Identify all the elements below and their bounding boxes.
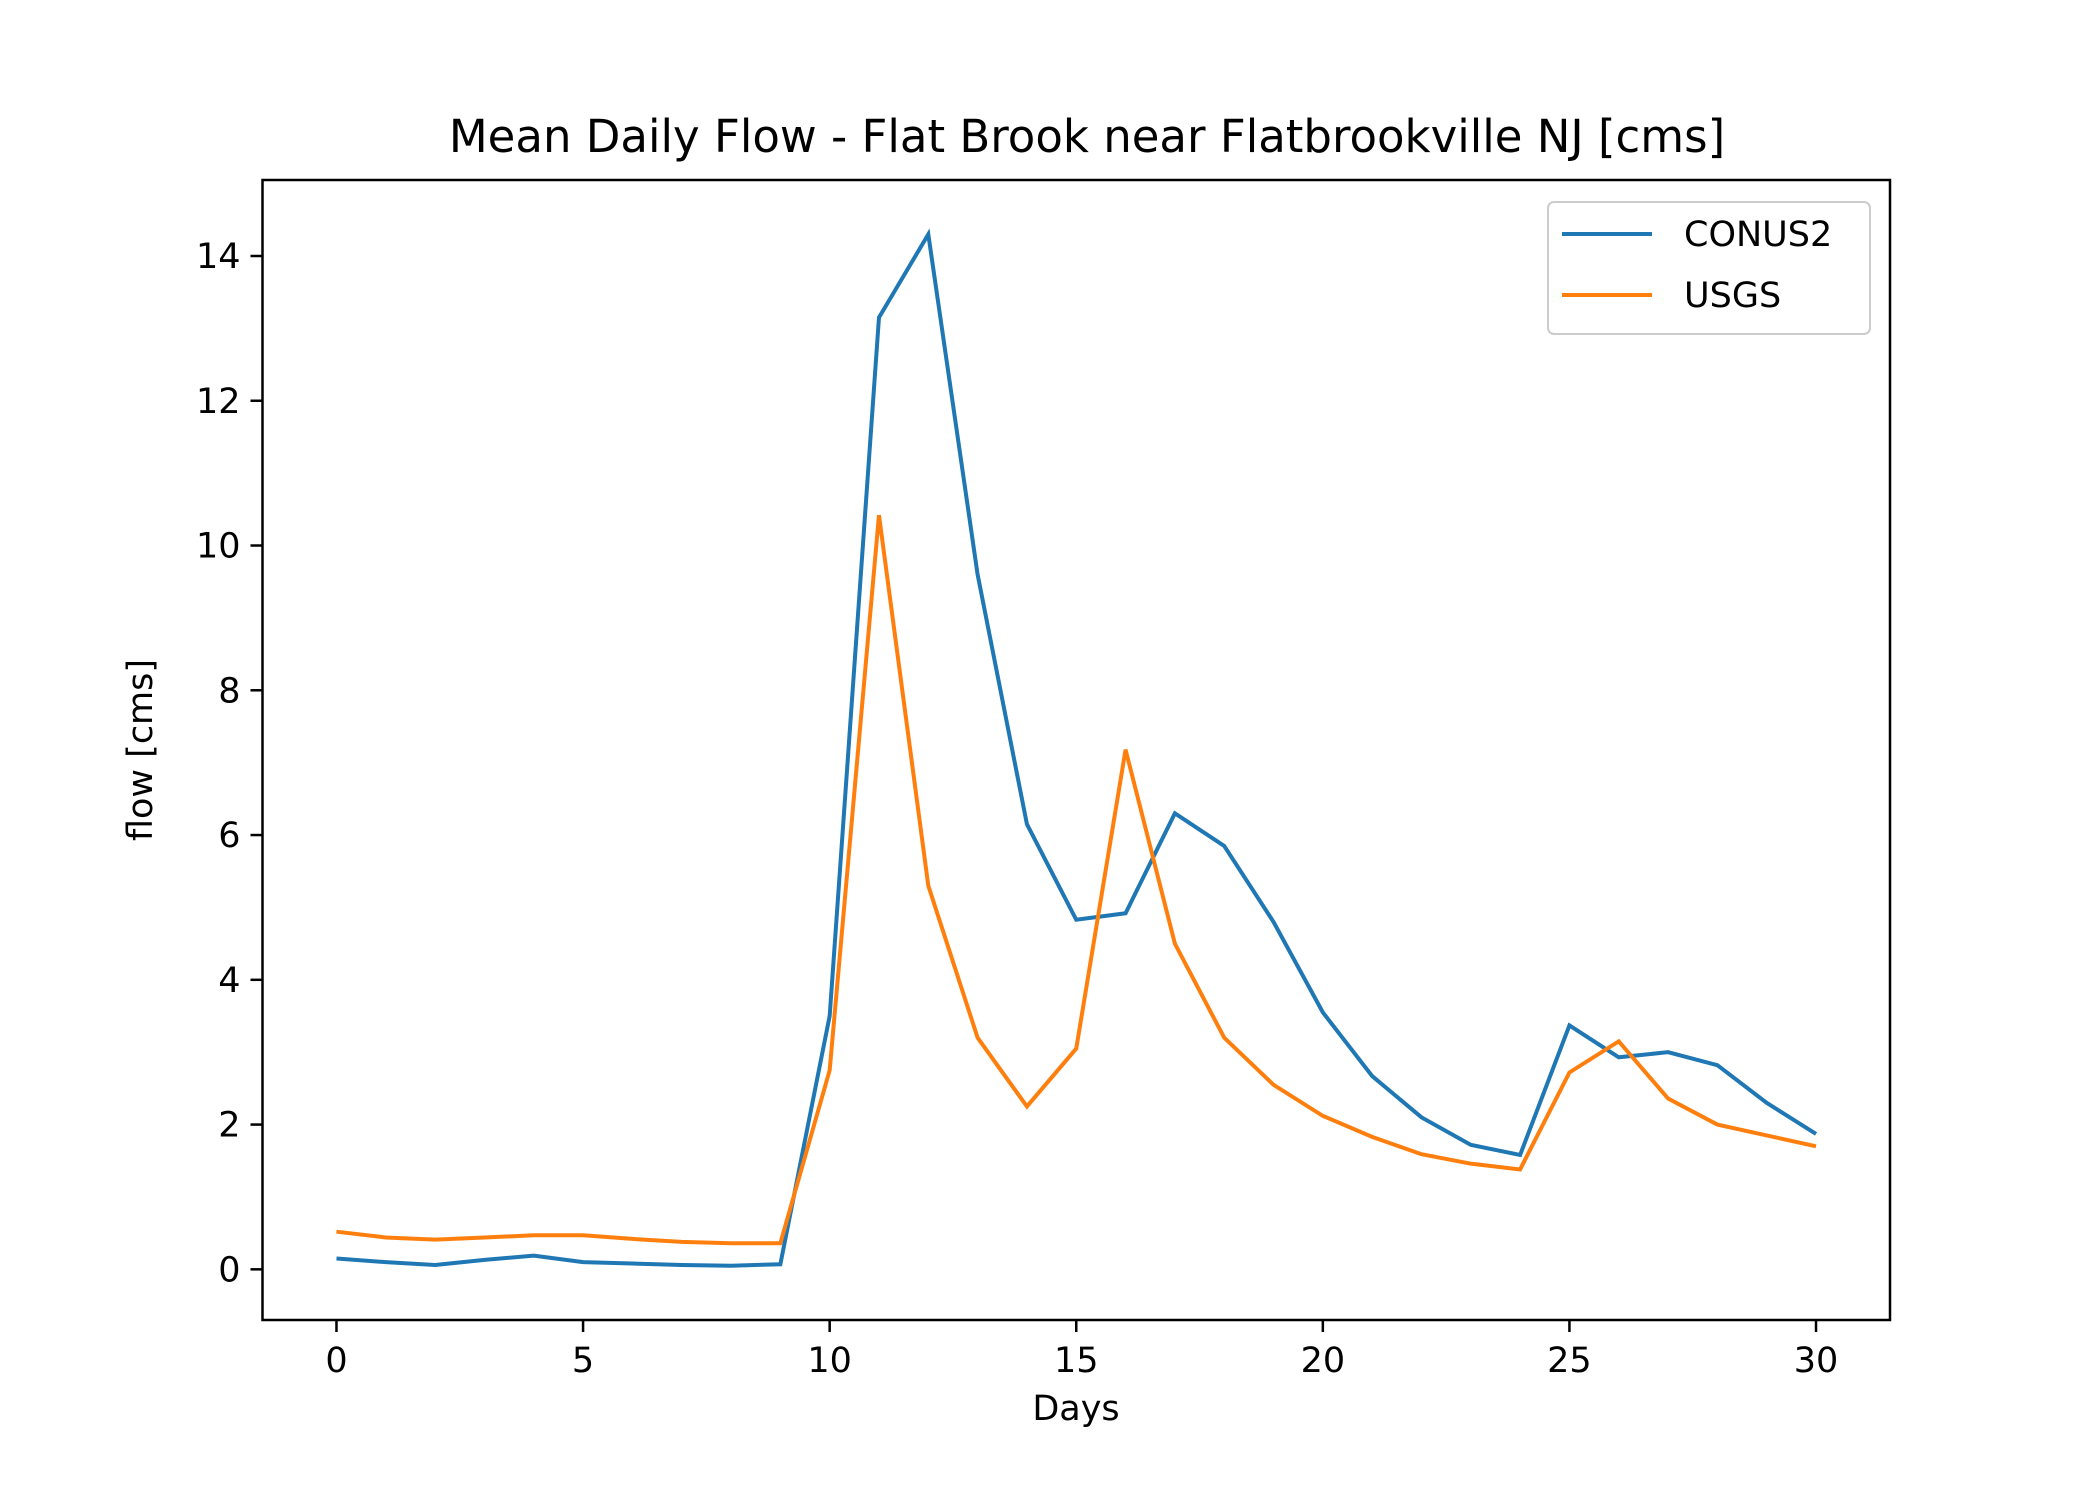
y-tick-label: 6 (218, 816, 240, 856)
y-tick-label: 0 (218, 1250, 240, 1290)
y-tick-label: 2 (218, 1106, 240, 1146)
x-axis-ticks: 0 5 10 15 20 25 30 (325, 1320, 1838, 1381)
legend-label-conus2: CONUS2 (1684, 215, 1832, 255)
y-tick-label: 10 (196, 527, 241, 567)
series-line-usgs (336, 514, 1817, 1246)
chart-title: Mean Daily Flow - Flat Brook near Flatbr… (449, 110, 1725, 163)
x-tick-label: 20 (1301, 1341, 1346, 1381)
x-tick-label: 10 (807, 1341, 852, 1381)
legend-label-usgs: USGS (1684, 276, 1781, 316)
y-tick-label: 14 (196, 237, 241, 277)
x-tick-label: 25 (1547, 1341, 1592, 1381)
y-tick-label: 12 (196, 382, 241, 422)
y-axis-ticks: 0 2 4 6 8 10 12 14 (196, 237, 263, 1290)
x-axis-label: Days (1032, 1389, 1119, 1429)
legend: CONUS2 USGS (1547, 201, 1871, 335)
y-axis-label: flow [cms] (121, 659, 161, 841)
x-tick-label: 5 (572, 1341, 594, 1381)
y-tick-label: 4 (218, 961, 240, 1001)
y-tick-label: 8 (218, 671, 240, 711)
x-tick-label: 0 (325, 1341, 347, 1381)
x-tick-label: 15 (1054, 1341, 1099, 1381)
series-layer (336, 228, 1818, 1268)
x-tick-label: 30 (1794, 1341, 1839, 1381)
series-line-conus2 (336, 228, 1818, 1268)
plot-frame (261, 178, 1892, 1322)
